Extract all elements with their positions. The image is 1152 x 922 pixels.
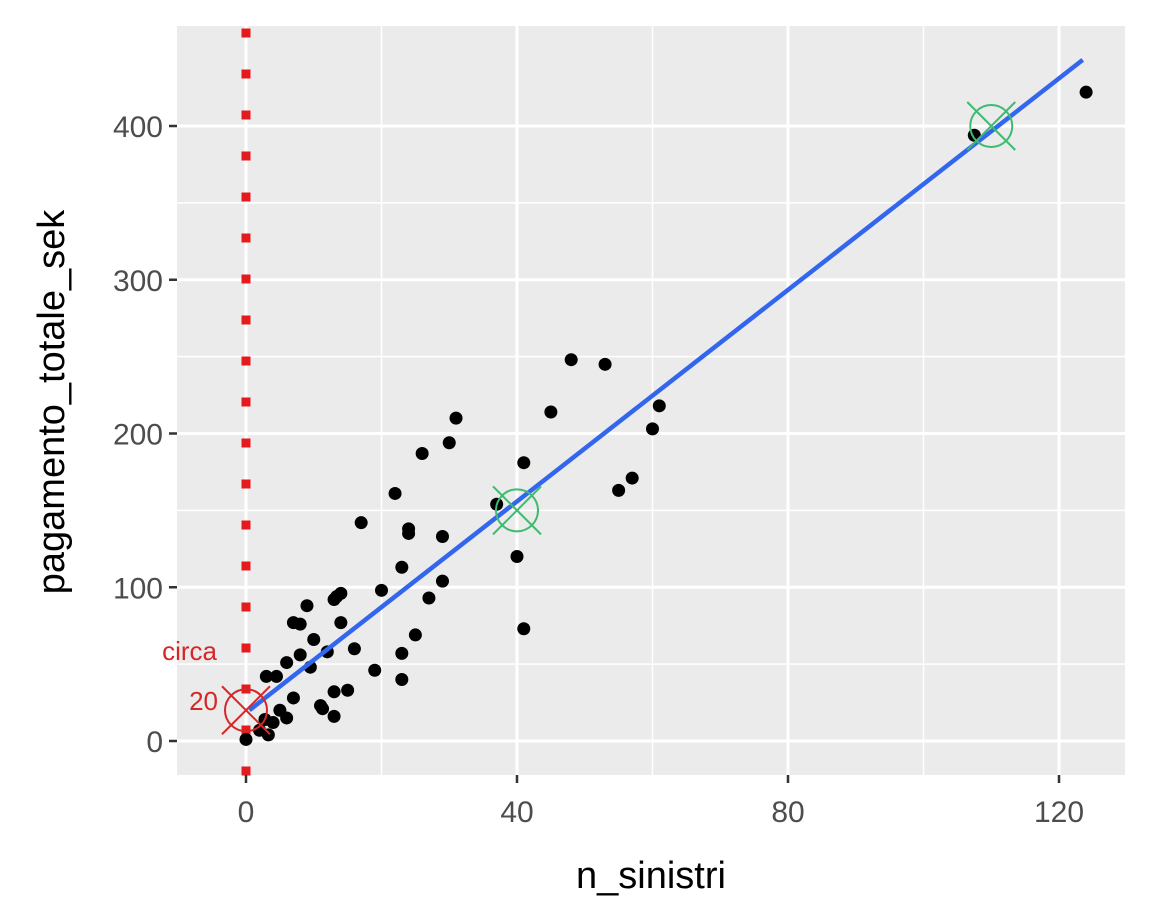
data-point [395,560,409,574]
x-tick-label: 0 [238,796,255,829]
red-dot-segment [241,110,251,120]
data-point [442,436,456,450]
data-point [239,732,253,746]
data-point [625,471,639,485]
data-point [415,446,429,460]
data-point [316,702,330,716]
y-axis-ticks: 0 100 200 300 400 [113,111,177,759]
annotation-circa: circa [162,636,217,666]
data-point [564,353,578,367]
red-dot-segment [241,561,251,571]
data-point [1079,85,1093,99]
red-dot-segment [241,69,251,79]
x-tick-label: 120 [1034,796,1084,829]
data-point [510,550,524,563]
data-point [598,357,612,371]
red-dot-segment [241,315,251,325]
red-dot-segment [241,356,251,366]
data-point [375,583,388,597]
data-point [280,656,294,670]
data-point [300,599,314,613]
green-circle-x-marker [492,485,542,536]
data-points [239,85,1093,746]
red-dot-segment [241,274,251,284]
data-point [517,622,531,636]
red-dot-segment [241,479,251,489]
data-point [334,586,348,600]
marker-circle [969,104,1014,148]
data-point [341,683,355,697]
red-dot-segment [241,397,251,407]
minor-gridlines [177,26,1125,775]
red-dot-segment [241,725,251,735]
data-point [327,685,341,699]
red-dot-segment [241,28,251,38]
y-tick-label: 100 [113,572,163,605]
data-point [408,628,422,642]
data-point [259,669,273,683]
data-point [368,663,382,677]
red-dot-segment [241,192,251,202]
red-dot-segment [241,766,251,776]
data-point [449,411,463,425]
marker-cross [221,685,271,735]
data-point [402,526,416,540]
data-point [293,617,307,631]
red-circle-x-marker [221,685,271,735]
data-point [395,673,409,686]
data-point [261,728,275,742]
data-point [280,711,294,725]
y-tick-label: 200 [113,419,163,452]
annotation-20: 20 [189,686,218,716]
red-dot-segment [241,520,251,530]
data-point [347,642,361,656]
data-point [327,709,341,723]
data-point [544,405,558,419]
y-tick-label: 400 [113,111,163,144]
data-point [307,633,321,647]
regression-line [248,58,1085,713]
data-point [422,591,436,605]
data-point [652,399,666,413]
data-point [612,483,626,497]
red-dot-segment [241,602,251,612]
marker-circle [495,488,539,533]
data-point [266,716,280,730]
y-axis-title: pagamento_totale_sek [31,209,73,595]
data-point [388,486,402,500]
green-circle-x-marker [966,101,1016,151]
data-point [395,646,409,660]
x-tick-label: 80 [771,796,804,829]
y-tick-label: 0 [146,726,163,759]
data-point [354,516,368,530]
annotations: circa 20 [162,636,218,716]
highlight-markers [221,101,1016,735]
data-point [435,574,449,588]
red-dot-segment [241,643,251,653]
data-point [293,648,307,662]
red-dot-segment [241,233,251,243]
y-tick-label: 300 [113,265,163,298]
red-dot-segment [241,151,251,161]
x-axis-title: n_sinistri [576,855,726,897]
data-point [646,422,659,436]
data-point [517,456,531,470]
marker-cross [966,101,1016,151]
marker-circle [224,688,268,733]
x-axis-ticks: 0 40 80 120 [238,775,1084,829]
x-tick-label: 40 [500,796,533,829]
marker-cross [492,485,542,536]
data-point [334,616,348,630]
data-point [269,669,283,683]
data-point [286,691,300,705]
red-dot-segment [241,438,251,448]
data-point [435,530,449,544]
